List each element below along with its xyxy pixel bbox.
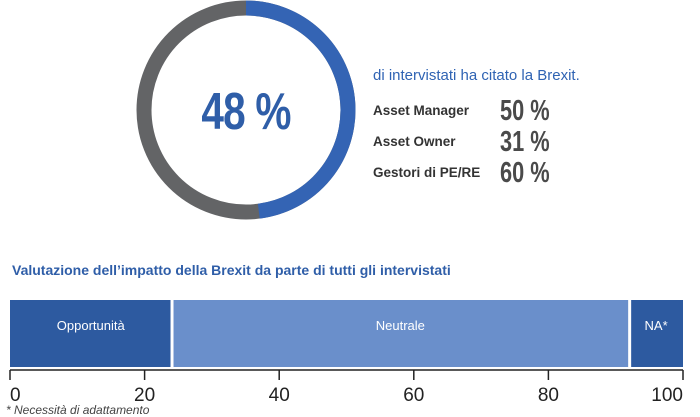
segment-label: Neutrale [376, 318, 425, 333]
x-tick-label: 0 [10, 385, 21, 405]
footnote: * Necessità di adattamento [6, 403, 150, 417]
breakdown-value: 31 % [500, 126, 550, 158]
chart-title: Valutazione dell’impatto della Brexit da… [12, 262, 451, 278]
breakdown-value: 50 % [500, 95, 550, 127]
bar-segment [10, 300, 171, 367]
x-tick-label: 100 [651, 385, 683, 405]
segment-label: NA* [645, 318, 668, 333]
x-tick-label: 40 [269, 385, 290, 405]
x-tick-label: 80 [538, 385, 559, 405]
bar-segment [173, 300, 629, 367]
x-tick-label: 20 [134, 385, 155, 405]
breakdown-label: Asset Manager [373, 103, 470, 118]
stacked-bar-chart: Opportunità Neutrale NA* 0 20 40 60 80 100 [9, 300, 684, 405]
donut-value-arc [245, 0, 356, 219]
breakdown-label: Asset Owner [373, 134, 456, 149]
segment-label: Opportunità [57, 318, 126, 333]
x-tick-label: 60 [403, 385, 424, 405]
donut-chart [136, 0, 356, 220]
donut-value: 48 % [201, 83, 291, 141]
breakdown-value: 60 % [500, 157, 550, 189]
breakdown-label: Gestori di PE/RE [373, 165, 481, 180]
headline: di intervistati ha citato la Brexit. [373, 67, 580, 84]
bar-segment [631, 300, 683, 367]
